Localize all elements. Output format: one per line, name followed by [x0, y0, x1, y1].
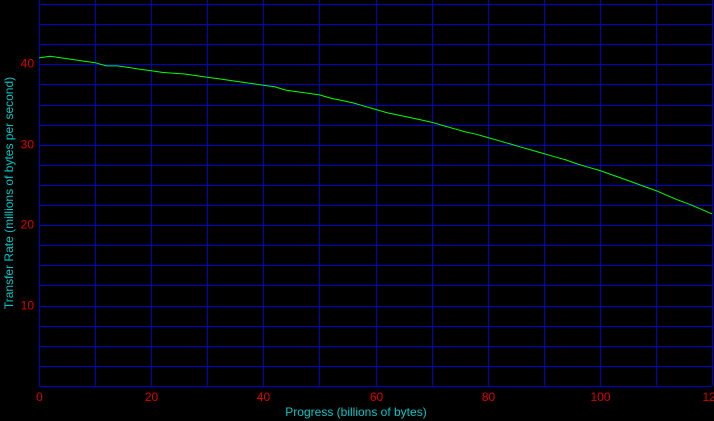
y-tick-label: 10 — [21, 299, 35, 313]
y-tick-label: 30 — [21, 138, 35, 152]
data-line — [38, 55, 713, 215]
x-tick-label: 80 — [482, 390, 496, 404]
x-tick-label: 40 — [257, 390, 271, 404]
x-axis-title: Progress (billions of bytes) — [285, 405, 426, 419]
y-tick-label: 40 — [21, 57, 35, 71]
x-tick-label: 60 — [370, 390, 384, 404]
x-tick-label: 20 — [145, 390, 159, 404]
y-axis-title: Transfer Rate (millions of bytes per sec… — [2, 77, 16, 309]
x-tick-label: 120 — [702, 390, 714, 404]
x-tick-label: 0 — [36, 390, 43, 404]
x-tick-label: 100 — [590, 390, 610, 404]
y-tick-label: 20 — [21, 218, 35, 232]
